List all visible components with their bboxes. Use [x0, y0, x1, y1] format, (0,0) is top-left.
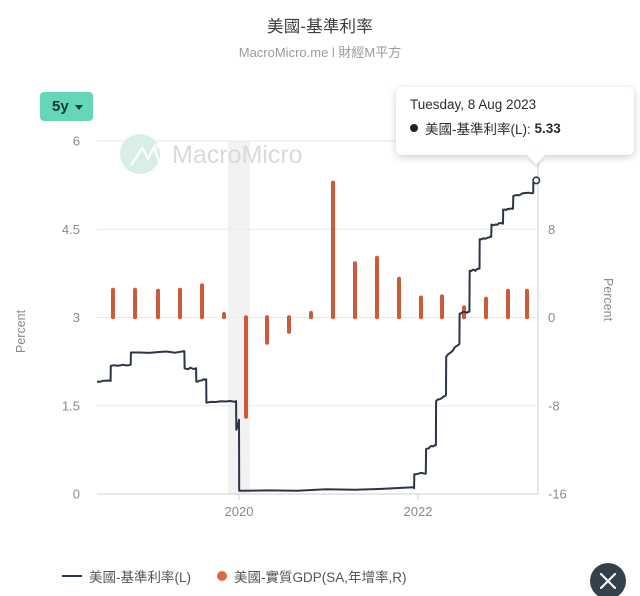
svg-text:8: 8: [548, 222, 555, 237]
svg-text:3: 3: [73, 310, 80, 325]
svg-text:-16: -16: [548, 487, 567, 502]
svg-text:2022: 2022: [404, 504, 433, 519]
svg-text:6: 6: [73, 134, 80, 149]
svg-text:2020: 2020: [225, 504, 254, 519]
svg-text:-8: -8: [548, 398, 560, 413]
svg-text:1.5: 1.5: [62, 398, 80, 413]
svg-text:0: 0: [548, 310, 555, 325]
svg-text:MacroMicro: MacroMicro: [172, 141, 303, 169]
svg-text:4.5: 4.5: [62, 222, 80, 237]
svg-text:0: 0: [73, 487, 80, 502]
